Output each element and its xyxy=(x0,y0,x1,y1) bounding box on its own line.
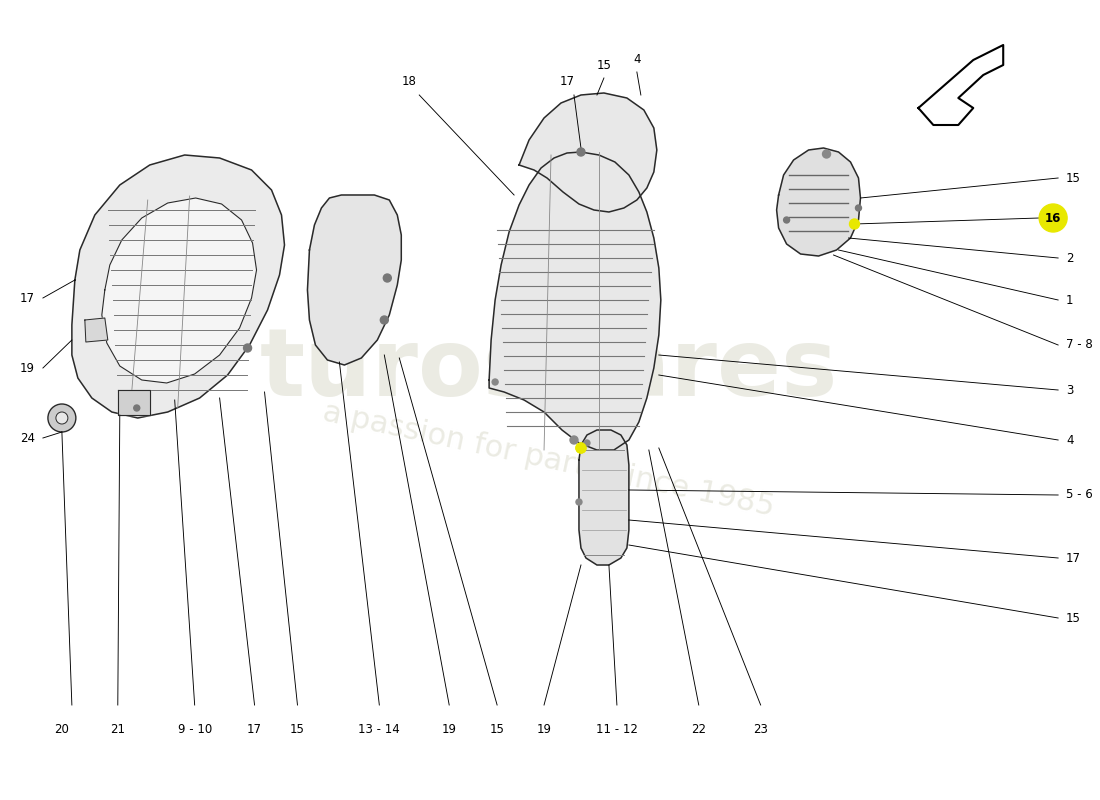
Polygon shape xyxy=(118,390,150,415)
Circle shape xyxy=(48,404,76,432)
Text: 19: 19 xyxy=(442,723,456,736)
Text: 11 - 12: 11 - 12 xyxy=(596,723,638,736)
Text: 9 - 10: 9 - 10 xyxy=(177,723,212,736)
Circle shape xyxy=(243,344,252,352)
Circle shape xyxy=(783,217,790,223)
Polygon shape xyxy=(72,155,285,418)
Text: 17: 17 xyxy=(20,291,35,305)
Text: 13 - 14: 13 - 14 xyxy=(359,723,400,736)
Circle shape xyxy=(823,150,830,158)
Circle shape xyxy=(1040,204,1067,232)
Circle shape xyxy=(856,205,861,211)
Polygon shape xyxy=(85,318,108,342)
Text: 4: 4 xyxy=(1066,434,1074,446)
Circle shape xyxy=(381,316,388,324)
Text: 1: 1 xyxy=(1066,294,1074,306)
Text: 19: 19 xyxy=(537,723,551,736)
Circle shape xyxy=(492,379,498,385)
Text: 5 - 6: 5 - 6 xyxy=(1066,489,1093,502)
Polygon shape xyxy=(102,198,256,383)
Text: 15: 15 xyxy=(1066,611,1081,625)
Text: 17: 17 xyxy=(560,75,574,88)
Circle shape xyxy=(584,440,590,446)
Polygon shape xyxy=(579,430,629,565)
Circle shape xyxy=(576,443,586,453)
Circle shape xyxy=(576,499,582,505)
Text: 2: 2 xyxy=(1066,251,1074,265)
Text: 19: 19 xyxy=(20,362,35,374)
Text: 7 - 8: 7 - 8 xyxy=(1066,338,1093,351)
Text: 17: 17 xyxy=(248,723,262,736)
Text: 17: 17 xyxy=(1066,551,1081,565)
Polygon shape xyxy=(308,195,402,365)
Text: 18: 18 xyxy=(402,75,417,88)
Text: 21: 21 xyxy=(110,723,125,736)
Text: 16: 16 xyxy=(1045,211,1062,225)
Circle shape xyxy=(576,443,586,453)
Text: a passion for parts since 1985: a passion for parts since 1985 xyxy=(320,398,778,522)
Text: 24: 24 xyxy=(20,431,35,445)
Circle shape xyxy=(849,219,859,229)
Circle shape xyxy=(570,436,578,444)
Text: 15: 15 xyxy=(596,59,612,72)
Text: 20: 20 xyxy=(55,723,69,736)
Circle shape xyxy=(383,274,392,282)
Text: 4: 4 xyxy=(634,53,640,66)
Polygon shape xyxy=(519,93,657,212)
Text: 22: 22 xyxy=(691,723,706,736)
Text: 15: 15 xyxy=(490,723,505,736)
Text: 23: 23 xyxy=(754,723,768,736)
Circle shape xyxy=(578,148,585,156)
Text: turospares: turospares xyxy=(260,324,838,416)
Circle shape xyxy=(56,412,68,424)
Text: 15: 15 xyxy=(290,723,305,736)
Polygon shape xyxy=(490,152,661,450)
Text: 3: 3 xyxy=(1066,383,1074,397)
Polygon shape xyxy=(918,45,1003,125)
Circle shape xyxy=(134,405,140,411)
Text: 15: 15 xyxy=(1066,171,1081,185)
Polygon shape xyxy=(777,148,860,256)
